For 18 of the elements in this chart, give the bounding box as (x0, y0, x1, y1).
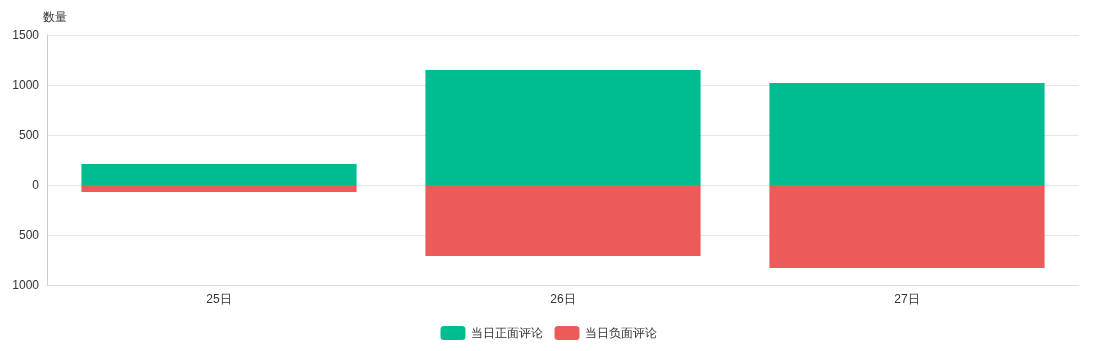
legend-label: 当日正面评论 (470, 326, 543, 340)
y-tick-label: 0 (32, 178, 40, 192)
x-tick-label: 26日 (550, 292, 576, 306)
bar (425, 185, 701, 256)
legend-label: 当日负面评论 (584, 326, 657, 340)
bar (425, 70, 701, 185)
bar (769, 83, 1045, 185)
x-tick-label: 27日 (894, 292, 920, 306)
y-tick-label: 500 (18, 128, 40, 142)
x-tick-label: 25日 (206, 292, 232, 306)
y-tick-label: 1000 (12, 78, 40, 92)
y-axis-title: 数量 (43, 10, 67, 24)
y-tick-label: 500 (18, 228, 40, 242)
y-tick-label: 1500 (12, 28, 40, 42)
bar (81, 185, 357, 192)
bar (769, 185, 1045, 268)
y-tick-label: 1000 (12, 278, 40, 292)
bar (81, 164, 357, 185)
